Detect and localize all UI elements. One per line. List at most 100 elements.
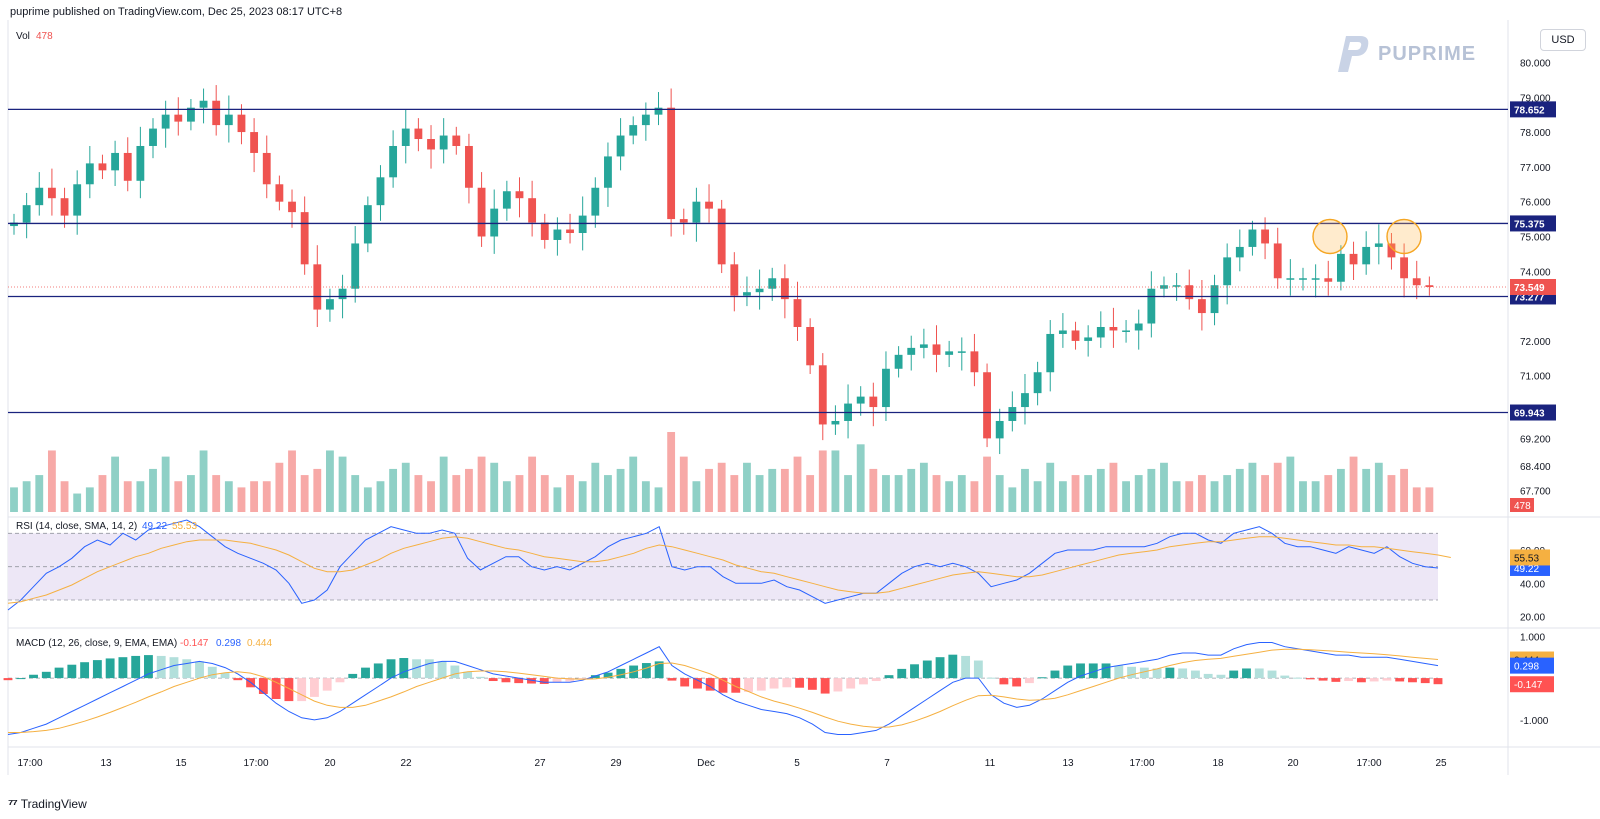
candle-body: [515, 191, 524, 199]
macd-histogram-bar: [1076, 663, 1085, 679]
price-tick-label: 67.700: [1520, 487, 1551, 498]
rsi-value-label: 55.53: [1514, 553, 1539, 564]
macd-histogram-bar: [935, 657, 945, 679]
candle-body: [616, 135, 625, 157]
macd-histogram-bar: [450, 665, 460, 679]
macd-histogram-bar: [463, 671, 473, 679]
macd-histogram-bar: [833, 678, 843, 692]
time-tick-label: 13: [1062, 758, 1074, 769]
candle-body: [591, 187, 600, 216]
level-price-label: 73.277: [1514, 292, 1545, 303]
candle-body: [983, 372, 991, 439]
macd-histogram-bar: [1420, 678, 1430, 684]
macd-histogram-bar: [156, 655, 166, 679]
macd-histogram-bar: [424, 659, 434, 679]
volume-bar: [1071, 475, 1080, 512]
candle-body: [60, 198, 69, 216]
candle-body: [10, 222, 18, 227]
price-tick-label: 79.000: [1520, 93, 1551, 104]
volume-bar: [22, 481, 31, 512]
macd-histogram-bar: [437, 661, 447, 679]
volume-bar: [414, 475, 423, 512]
candle-body: [1147, 288, 1156, 324]
macd-histogram-bar: [539, 678, 549, 684]
volume-bar: [351, 475, 360, 512]
macd-histogram-bar: [986, 677, 996, 679]
volume-bar: [1109, 462, 1118, 512]
price-tick-label: 77.000: [1520, 163, 1551, 174]
level-price-label: 69.943: [1514, 409, 1545, 420]
macd-histogram-bar: [144, 655, 153, 679]
macd-histogram-bar: [1139, 667, 1149, 679]
candle-body: [1172, 285, 1181, 287]
time-tick-label: 17:00: [243, 758, 268, 769]
time-tick-label: 17:00: [17, 758, 42, 769]
candle-body: [1324, 278, 1333, 282]
candle-body: [427, 139, 435, 150]
candle-body: [1109, 326, 1118, 331]
level-price-tag: [1510, 215, 1556, 232]
volume-bar: [212, 475, 221, 512]
macd-histogram-bar: [1050, 670, 1060, 679]
candle-body: [414, 128, 423, 140]
price-tick-label: 71.000: [1520, 372, 1551, 383]
macd-histogram-bar: [705, 678, 715, 691]
volume-bar: [730, 475, 739, 512]
brand-logo: PUPRIME: [1336, 34, 1476, 74]
candle-body: [1273, 243, 1282, 279]
candle-body: [806, 326, 815, 366]
candle-body: [401, 128, 410, 146]
candle-body: [604, 156, 612, 188]
candle-body: [907, 347, 916, 355]
footer: ⁷⁷ TradingView: [8, 796, 87, 811]
macd-histogram-bar: [1293, 677, 1302, 679]
candle-body: [111, 152, 120, 171]
macd-histogram-bar: [961, 655, 971, 679]
volume-bar: [566, 475, 574, 512]
macd-histogram-bar: [373, 663, 383, 679]
macd-tick-label: -1.000: [1520, 716, 1549, 727]
macd-histogram-bar: [667, 678, 677, 681]
volume-bar: [806, 475, 815, 512]
macd-histogram-bar: [999, 678, 1009, 685]
macd-histogram-bar: [884, 675, 894, 679]
macd-histogram-bar: [1063, 665, 1073, 679]
candle-body: [22, 205, 31, 223]
candle-body: [1021, 393, 1029, 408]
volume-bar: [1387, 475, 1396, 512]
candle-body: [970, 351, 979, 373]
macd-histogram-bar: [1088, 663, 1098, 679]
volume-bar: [1122, 481, 1130, 512]
macd-histogram-bar: [922, 660, 932, 679]
volume-bar: [1324, 475, 1333, 512]
volume-legend-value: 478: [36, 31, 53, 42]
volume-bar: [199, 450, 208, 512]
signal-legend-value: 0.444: [247, 638, 272, 649]
candle-body: [743, 292, 751, 296]
macd-histogram-bar: [233, 678, 243, 681]
currency-button[interactable]: USD: [1540, 29, 1586, 51]
volume-bar: [882, 475, 890, 512]
macd-histogram-bar: [552, 678, 562, 683]
macd-histogram-bar: [131, 655, 141, 679]
candle-body: [439, 135, 448, 150]
volume-bar: [363, 487, 372, 512]
candle-body: [98, 163, 107, 171]
volume-bar: [894, 475, 903, 512]
macd-histogram-bar: [1216, 674, 1226, 679]
macd-histogram-bar: [258, 678, 268, 694]
candle-body: [667, 107, 676, 220]
macd-histogram-bar: [973, 660, 983, 679]
macd-histogram-bar: [1037, 677, 1047, 679]
time-tick-label: 20: [324, 758, 336, 769]
macd-histogram-bar: [1369, 678, 1379, 682]
macd-histogram-bar: [169, 657, 179, 679]
volume-bar: [629, 456, 638, 512]
highlight-circle: [1312, 218, 1348, 255]
volume-bar: [1362, 468, 1371, 512]
candle-body: [1235, 246, 1244, 258]
candle-body: [654, 107, 663, 115]
volume-bar: [818, 450, 827, 512]
volume-bar: [679, 456, 688, 512]
